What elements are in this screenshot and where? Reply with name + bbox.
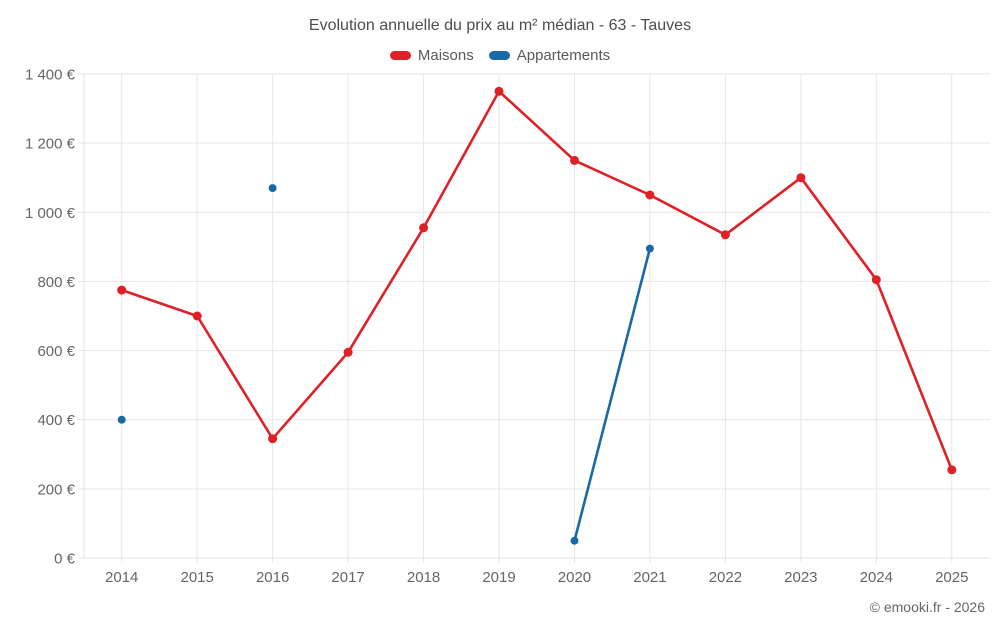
legend-item-appartements[interactable]: Appartements: [488, 46, 611, 64]
legend: Maisons Appartements: [0, 45, 1000, 65]
data-point-maisons-2023[interactable]: [796, 173, 806, 183]
x-axis-tick-label: 2018: [407, 569, 440, 586]
x-axis-tick-label: 2020: [558, 569, 591, 586]
legend-swatch-maisons: [389, 50, 411, 60]
data-point-maisons-2025[interactable]: [947, 465, 957, 475]
y-axis-tick-label: 200 €: [37, 481, 75, 498]
data-point-maisons-2024[interactable]: [871, 275, 881, 285]
y-axis-tick-label: 600 €: [37, 343, 75, 360]
x-axis-tick-label: 2019: [482, 569, 515, 586]
x-axis-tick-label: 2022: [709, 569, 742, 586]
y-axis-tick-label: 1 400 €: [25, 67, 76, 84]
x-axis-tick-label: 2025: [935, 569, 968, 586]
data-point-maisons-2017[interactable]: [343, 347, 353, 357]
series-line-maisons: [120, 90, 954, 472]
y-axis-tick-label: 1 000 €: [25, 205, 76, 222]
data-point-maisons-2018[interactable]: [419, 223, 429, 233]
data-point-appartements-2020[interactable]: [570, 536, 579, 545]
x-axis-tick-label: 2014: [105, 569, 138, 586]
legend-label-maisons: Maisons: [417, 46, 474, 64]
legend-item-maisons[interactable]: Maisons: [389, 46, 474, 64]
data-point-maisons-2015[interactable]: [192, 311, 202, 321]
data-point-maisons-2021[interactable]: [645, 190, 655, 200]
x-axis-tick-label: 2015: [181, 569, 214, 586]
legend-label-appartements: Appartements: [516, 46, 611, 64]
data-point-maisons-2016[interactable]: [268, 434, 278, 444]
data-point-appartements-2014[interactable]: [117, 415, 126, 424]
x-axis-tick-label: 2016: [256, 569, 289, 586]
data-point-maisons-2020[interactable]: [570, 155, 579, 165]
x-axis-tick-label: 2024: [860, 569, 893, 586]
y-axis-tick-label: 0 €: [54, 551, 76, 568]
legend-swatch-appartements: [488, 50, 510, 60]
x-axis-tick-label: 2017: [331, 569, 364, 586]
data-point-appartements-2021[interactable]: [645, 244, 654, 253]
copyright-text: © emooki.fr - 2026: [869, 599, 985, 615]
data-point-appartements-2016[interactable]: [268, 184, 277, 193]
x-axis-tick-label: 2021: [633, 569, 666, 586]
y-axis-tick-label: 800 €: [37, 274, 75, 291]
data-point-maisons-2014[interactable]: [117, 285, 127, 295]
y-axis-tick-label: 1 200 €: [25, 136, 76, 153]
data-point-maisons-2022[interactable]: [720, 230, 730, 240]
series-line-appartements: [573, 247, 652, 542]
chart-title: Evolution annuelle du prix au m² médian …: [308, 17, 692, 34]
data-point-maisons-2019[interactable]: [494, 86, 504, 96]
x-axis-tick-label: 2023: [784, 569, 817, 586]
y-axis-tick-label: 400 €: [37, 412, 75, 429]
